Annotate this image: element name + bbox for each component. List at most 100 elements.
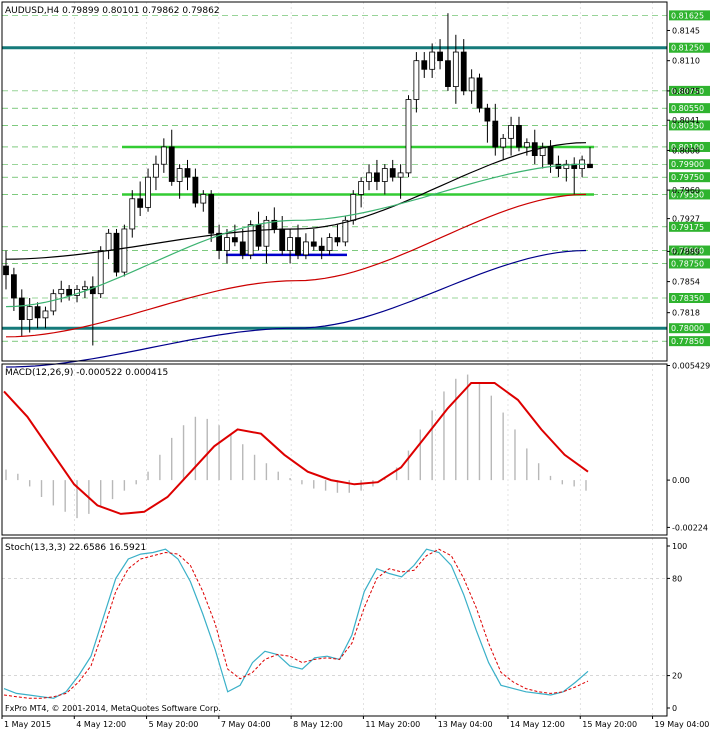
- candle-body[interactable]: [145, 176, 151, 208]
- candle-body[interactable]: [153, 163, 159, 178]
- candle-body[interactable]: [295, 237, 301, 256]
- candle-body[interactable]: [3, 265, 9, 276]
- candle-body[interactable]: [34, 306, 41, 319]
- price-level-label: 0.79550: [671, 190, 704, 199]
- candle-body[interactable]: [168, 146, 175, 182]
- candle-body[interactable]: [279, 228, 286, 251]
- candle-body[interactable]: [192, 176, 199, 204]
- candle-body[interactable]: [105, 232, 112, 251]
- candle-body[interactable]: [208, 194, 215, 234]
- candle-body[interactable]: [255, 224, 262, 247]
- candle-body[interactable]: [200, 194, 207, 204]
- candle-body[interactable]: [89, 286, 96, 295]
- stoch-layer[interactable]: [3, 548, 589, 699]
- macd-layer[interactable]: [3, 374, 589, 519]
- candle-body[interactable]: [468, 77, 475, 92]
- candle-body[interactable]: [437, 51, 443, 62]
- price-tick-label: 0.7927: [672, 215, 700, 224]
- price-tick-label: 0.7854: [672, 278, 700, 287]
- candle-body[interactable]: [350, 194, 357, 221]
- price-level-label: 0.78000: [671, 324, 704, 333]
- candle-body[interactable]: [397, 172, 404, 178]
- candle-body[interactable]: [239, 241, 246, 256]
- candle-body[interactable]: [381, 168, 388, 182]
- candle-body[interactable]: [26, 306, 33, 320]
- price-tick-label: 0.8145: [672, 26, 700, 35]
- price-level-label: 0.79750: [671, 173, 704, 182]
- stoch-main-line[interactable]: [3, 548, 589, 699]
- candle-body[interactable]: [523, 142, 530, 148]
- candle-body[interactable]: [247, 224, 254, 256]
- candle-body[interactable]: [389, 168, 396, 178]
- candle-body[interactable]: [563, 163, 570, 169]
- candle-body[interactable]: [366, 172, 372, 182]
- candle-body[interactable]: [445, 60, 451, 87]
- candle-body[interactable]: [302, 241, 309, 256]
- price-level-tag: [669, 120, 710, 131]
- candle-body[interactable]: [405, 99, 412, 174]
- candle-body[interactable]: [318, 245, 325, 251]
- candle-body[interactable]: [97, 250, 104, 295]
- candle-body[interactable]: [310, 241, 317, 247]
- candle-body[interactable]: [160, 146, 167, 165]
- x-axis-label: 8 May 12:00: [293, 720, 343, 729]
- candle-body[interactable]: [176, 168, 183, 182]
- candle-body[interactable]: [121, 228, 128, 273]
- price-layer[interactable]: [2, 13, 667, 368]
- candle-body[interactable]: [476, 77, 483, 109]
- candle-body[interactable]: [334, 237, 341, 243]
- moving-average-line: [5, 142, 587, 260]
- candle-body[interactable]: [287, 237, 294, 251]
- macd-tick-label: 0.005429: [672, 361, 710, 370]
- price-level-tag: [669, 159, 710, 170]
- candle-body[interactable]: [358, 181, 365, 195]
- candle-body[interactable]: [429, 51, 436, 70]
- candle-body[interactable]: [484, 107, 491, 122]
- candle-body[interactable]: [374, 172, 380, 182]
- candle-body[interactable]: [10, 274, 17, 299]
- candle-body[interactable]: [66, 288, 73, 296]
- price-level-tag: [669, 85, 710, 96]
- candle-body[interactable]: [216, 232, 222, 251]
- candle-body[interactable]: [50, 293, 57, 312]
- candle-body[interactable]: [129, 198, 136, 230]
- price-level-tag: [669, 221, 710, 232]
- price-level-label: 0.78350: [671, 294, 704, 303]
- price-level-tag: [669, 336, 710, 347]
- macd-signal-line[interactable]: [3, 382, 589, 515]
- price-level-tag: [669, 42, 710, 53]
- candle-body[interactable]: [113, 232, 120, 273]
- stoch-signal-line[interactable]: [3, 548, 589, 699]
- candle-body[interactable]: [342, 219, 349, 243]
- candle-body[interactable]: [452, 51, 459, 87]
- candle-body[interactable]: [587, 163, 593, 169]
- price-panel-frame: [1, 1, 668, 362]
- candle-body[interactable]: [224, 237, 230, 251]
- candle-body[interactable]: [184, 168, 191, 178]
- price-level-tag: [669, 245, 710, 256]
- candle-body[interactable]: [539, 146, 546, 157]
- x-axis-label: 4 May 12:00: [76, 720, 126, 729]
- candle-body[interactable]: [460, 51, 467, 92]
- x-axis-label: 19 May 04:00: [655, 720, 710, 729]
- price-level-label: 0.79900: [671, 160, 704, 169]
- candle-body[interactable]: [82, 286, 88, 290]
- candle-body[interactable]: [42, 310, 49, 319]
- candle-body[interactable]: [326, 237, 333, 251]
- candle-body[interactable]: [58, 288, 65, 295]
- candle-body[interactable]: [18, 297, 25, 320]
- candle-body[interactable]: [492, 120, 499, 148]
- candle-body[interactable]: [516, 125, 522, 148]
- candle-body[interactable]: [547, 146, 554, 165]
- candle-body[interactable]: [231, 237, 238, 243]
- candle-body[interactable]: [137, 198, 144, 208]
- candle-body[interactable]: [263, 219, 270, 247]
- price-tick-label: 0.8075: [672, 87, 700, 96]
- candle-body[interactable]: [413, 60, 420, 100]
- candle-body[interactable]: [421, 60, 428, 70]
- candle-body[interactable]: [508, 125, 514, 139]
- candle-body[interactable]: [500, 137, 507, 148]
